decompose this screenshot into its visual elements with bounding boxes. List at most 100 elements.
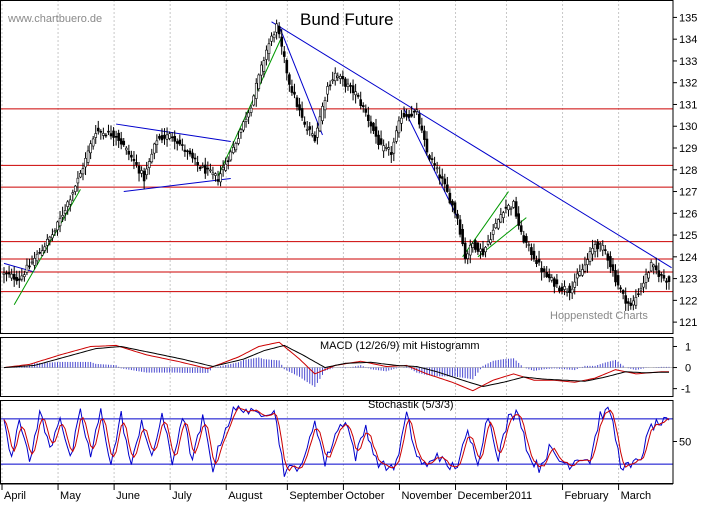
candle-body <box>35 253 39 262</box>
y-tick-label: 125 <box>679 230 697 242</box>
candle-body <box>553 278 556 287</box>
candle-body <box>527 244 531 246</box>
panel-frame <box>0 337 674 397</box>
candle-body <box>94 133 98 138</box>
candle-body <box>382 145 385 152</box>
candle-body <box>361 105 365 107</box>
y-tick-label: 124 <box>679 252 697 264</box>
candle-body <box>104 134 108 137</box>
candle-body <box>642 282 645 288</box>
candle-body <box>17 278 21 281</box>
candle-body <box>326 86 329 95</box>
y-tick-label: 128 <box>679 165 697 177</box>
candle-body <box>384 146 388 149</box>
candle-body <box>242 121 245 131</box>
candle-body <box>565 291 569 293</box>
candle-body <box>616 275 620 286</box>
candle-body <box>79 173 82 178</box>
candle-body <box>5 272 8 275</box>
candle-body <box>372 122 375 131</box>
x-tick-label: June <box>116 490 140 502</box>
candle-body <box>611 264 615 271</box>
candle-body <box>586 259 589 265</box>
candle-body <box>333 72 337 82</box>
trendline <box>3 262 35 273</box>
trendline <box>116 123 231 142</box>
candle-body <box>397 120 401 134</box>
candle-body <box>573 281 577 288</box>
candle-body <box>56 221 59 231</box>
candle-body <box>626 301 630 304</box>
candle-body <box>209 169 212 172</box>
candle-body <box>328 84 332 87</box>
y-tick-label: 130 <box>679 121 697 133</box>
trendline <box>278 25 323 136</box>
candle-body <box>323 100 327 111</box>
candle-body <box>593 244 597 252</box>
candle-body <box>412 110 416 113</box>
candle-body <box>114 136 118 138</box>
candle-body <box>466 253 470 259</box>
candle-body <box>644 273 648 283</box>
candle-body <box>395 130 398 142</box>
y-tick-label: 129 <box>679 143 697 155</box>
candle-body <box>318 116 322 132</box>
candle-body <box>598 243 602 245</box>
candle-body <box>252 95 255 106</box>
candle-body <box>308 126 312 130</box>
stochastic-series-line <box>3 407 670 472</box>
candle-body <box>58 217 62 227</box>
candle-body <box>341 76 345 80</box>
candle-body <box>479 248 482 252</box>
candle-body <box>132 158 136 162</box>
candle-body <box>186 150 189 153</box>
candle-body <box>377 134 380 145</box>
candle-body <box>379 138 383 145</box>
candle-body <box>137 165 141 174</box>
candle-body <box>68 199 72 205</box>
candle-body <box>300 108 304 118</box>
candle-body <box>257 74 261 90</box>
candle-body <box>604 249 607 251</box>
candle-body <box>448 192 452 204</box>
candle-body <box>496 219 500 229</box>
candle-body <box>471 243 475 248</box>
y-tick-label: -1 <box>681 384 691 396</box>
candle-body <box>181 144 184 146</box>
candle-body <box>48 236 52 241</box>
candle-body <box>214 173 217 176</box>
candle-body <box>43 246 47 251</box>
candle-body <box>163 134 166 139</box>
candle-body <box>601 245 605 251</box>
candle-body <box>254 82 258 99</box>
candle-body <box>356 94 360 97</box>
candle-body <box>517 213 520 226</box>
candle-body <box>30 261 34 264</box>
candle-body <box>237 138 240 144</box>
candle-body <box>33 258 36 266</box>
candle-body <box>298 104 301 111</box>
candle-body <box>423 130 426 140</box>
candle-body <box>28 265 31 268</box>
candle-body <box>359 99 363 106</box>
candle-body <box>591 247 594 255</box>
candle-body <box>499 214 503 223</box>
candle-body <box>216 179 220 182</box>
candle-body <box>267 43 271 54</box>
macd-title: MACD (12/26/9) mit Histogramm <box>320 340 480 352</box>
candle-body <box>224 163 227 171</box>
candle-body <box>2 272 6 275</box>
candle-body <box>232 147 235 153</box>
candle-body <box>89 143 92 154</box>
candle-body <box>451 200 454 206</box>
x-tick-label: October <box>345 490 384 502</box>
candle-body <box>305 129 309 131</box>
candle-body <box>99 130 103 133</box>
y-tick-label: 121 <box>679 317 697 329</box>
candle-body <box>158 136 161 139</box>
candle-body <box>560 286 564 292</box>
candle-body <box>634 297 638 306</box>
candle-body <box>84 157 87 168</box>
candle-body <box>581 269 584 276</box>
